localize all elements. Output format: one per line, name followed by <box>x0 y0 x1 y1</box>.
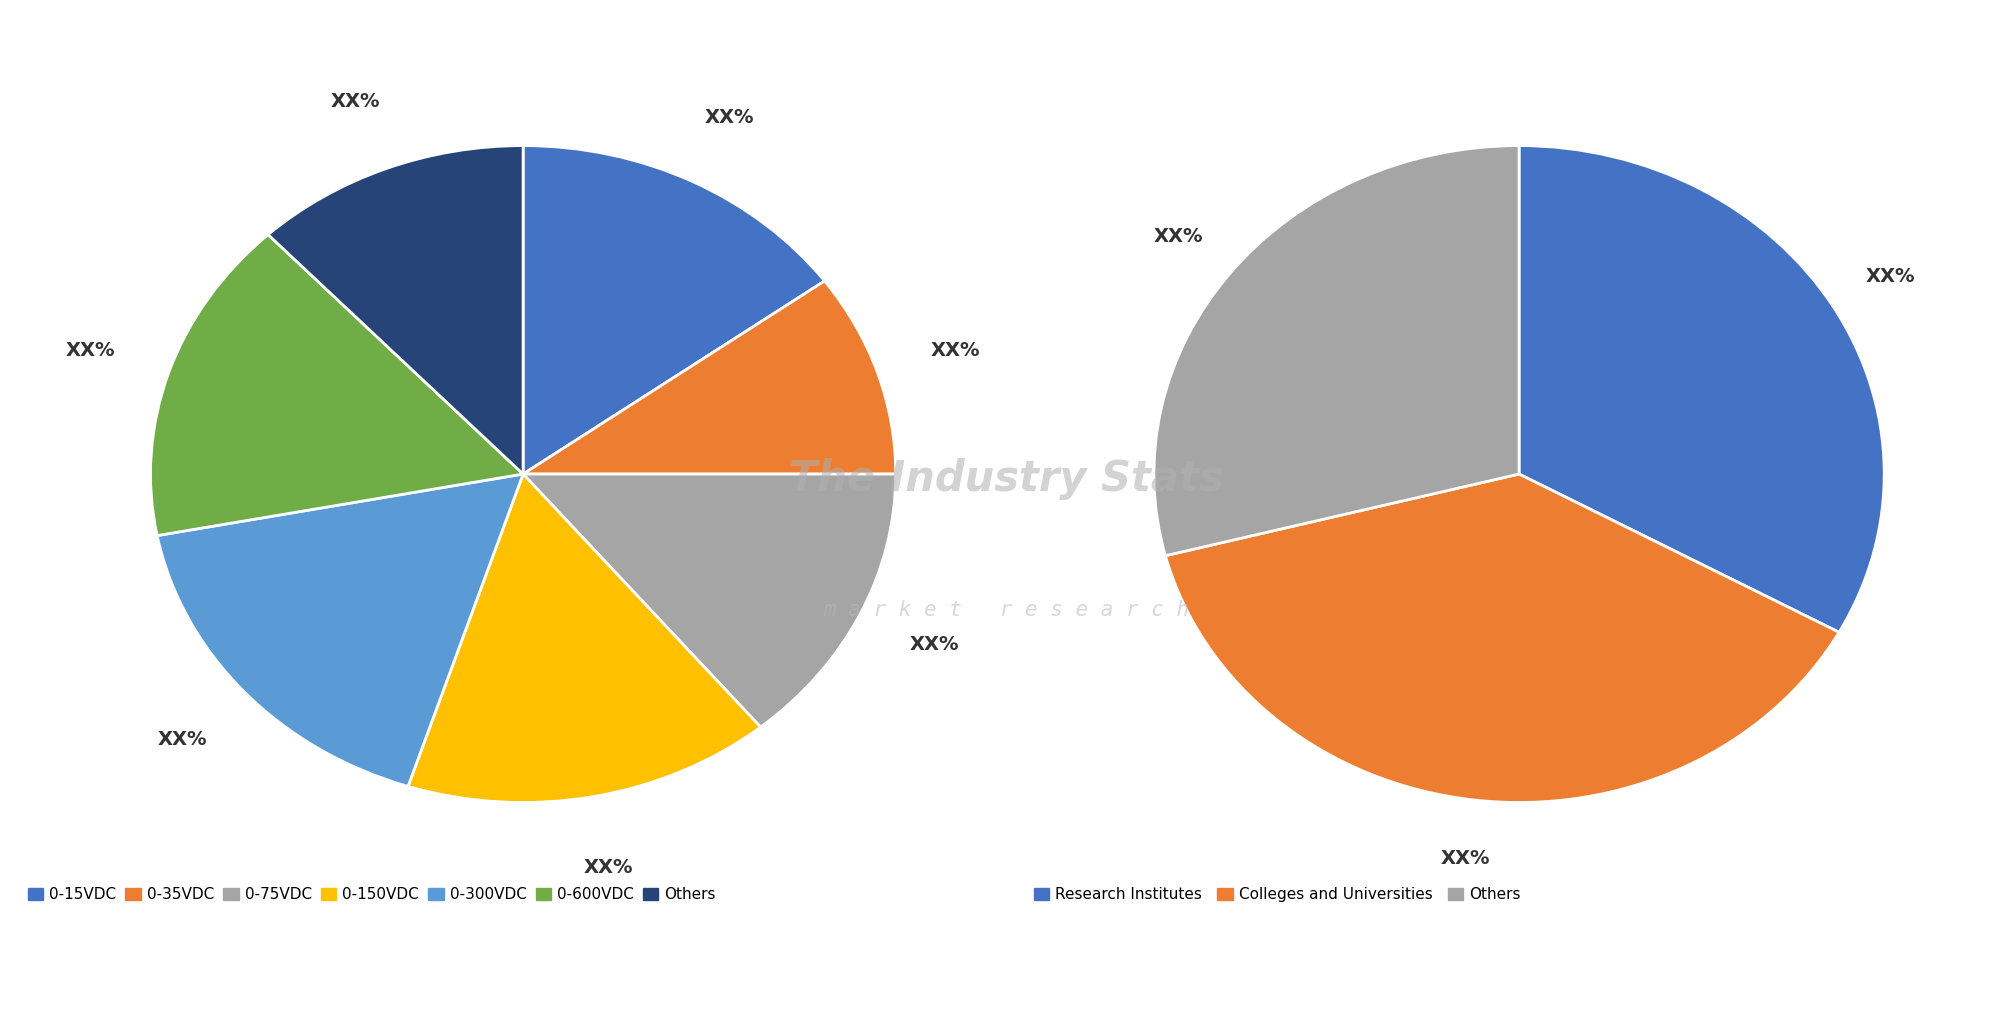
Wedge shape <box>151 234 523 535</box>
Text: XX%: XX% <box>157 729 207 748</box>
Text: XX%: XX% <box>332 92 380 111</box>
Wedge shape <box>1165 474 1839 802</box>
Text: XX%: XX% <box>66 341 115 360</box>
Text: m a r k e t   r e s e a r c h: m a r k e t r e s e a r c h <box>823 600 1189 621</box>
Text: XX%: XX% <box>909 635 960 654</box>
Text: Website: www.theindustrystats.com: Website: www.theindustrystats.com <box>1408 972 1692 987</box>
Text: Fig. Global Laboratory Power Supply Market Share by Product Types & Application: Fig. Global Laboratory Power Supply Mark… <box>24 42 1318 70</box>
Text: XX%: XX% <box>1441 849 1489 868</box>
Text: Source: Theindustrystats Analysis: Source: Theindustrystats Analysis <box>60 972 328 987</box>
Wedge shape <box>408 474 761 802</box>
Wedge shape <box>523 146 825 474</box>
Text: XX%: XX% <box>932 341 980 360</box>
Text: XX%: XX% <box>704 107 754 127</box>
Text: The Industry Stats: The Industry Stats <box>789 458 1223 500</box>
Wedge shape <box>1155 146 1519 556</box>
Legend: Research Institutes, Colleges and Universities, Others: Research Institutes, Colleges and Univer… <box>1034 887 1521 902</box>
Wedge shape <box>523 474 895 727</box>
Text: XX%: XX% <box>1153 227 1203 246</box>
Legend: 0-15VDC, 0-35VDC, 0-75VDC, 0-150VDC, 0-300VDC, 0-600VDC, Others: 0-15VDC, 0-35VDC, 0-75VDC, 0-150VDC, 0-3… <box>28 887 716 902</box>
Text: XX%: XX% <box>1865 268 1915 286</box>
Text: XX%: XX% <box>583 858 634 877</box>
Wedge shape <box>268 146 523 474</box>
Wedge shape <box>1519 146 1883 633</box>
Wedge shape <box>523 281 895 475</box>
Text: Email: sales@theindustrystats.com: Email: sales@theindustrystats.com <box>744 972 1020 987</box>
Wedge shape <box>157 474 523 787</box>
